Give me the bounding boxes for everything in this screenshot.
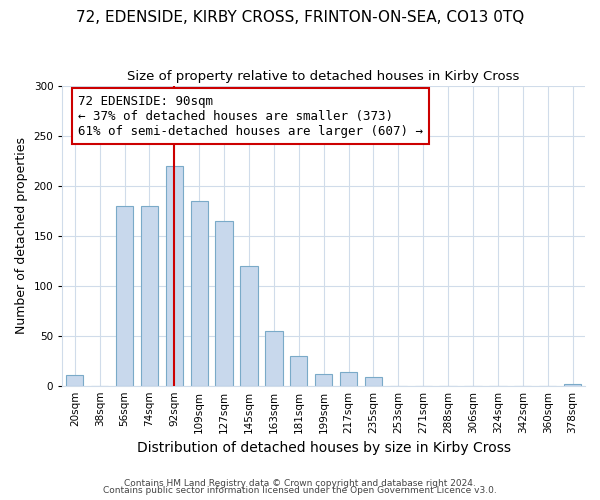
Bar xyxy=(265,330,283,386)
Bar xyxy=(166,166,183,386)
Y-axis label: Number of detached properties: Number of detached properties xyxy=(15,137,28,334)
Bar xyxy=(365,376,382,386)
Bar xyxy=(66,374,83,386)
Bar xyxy=(315,374,332,386)
Text: 72 EDENSIDE: 90sqm
← 37% of detached houses are smaller (373)
61% of semi-detach: 72 EDENSIDE: 90sqm ← 37% of detached hou… xyxy=(78,94,423,138)
Bar xyxy=(116,206,133,386)
Bar xyxy=(340,372,357,386)
X-axis label: Distribution of detached houses by size in Kirby Cross: Distribution of detached houses by size … xyxy=(137,441,511,455)
Text: Contains HM Land Registry data © Crown copyright and database right 2024.: Contains HM Land Registry data © Crown c… xyxy=(124,478,476,488)
Bar xyxy=(240,266,258,386)
Bar xyxy=(215,220,233,386)
Bar xyxy=(191,200,208,386)
Bar xyxy=(564,384,581,386)
Title: Size of property relative to detached houses in Kirby Cross: Size of property relative to detached ho… xyxy=(127,70,520,83)
Bar xyxy=(290,356,307,386)
Text: 72, EDENSIDE, KIRBY CROSS, FRINTON-ON-SEA, CO13 0TQ: 72, EDENSIDE, KIRBY CROSS, FRINTON-ON-SE… xyxy=(76,10,524,25)
Bar xyxy=(141,206,158,386)
Text: Contains public sector information licensed under the Open Government Licence v3: Contains public sector information licen… xyxy=(103,486,497,495)
